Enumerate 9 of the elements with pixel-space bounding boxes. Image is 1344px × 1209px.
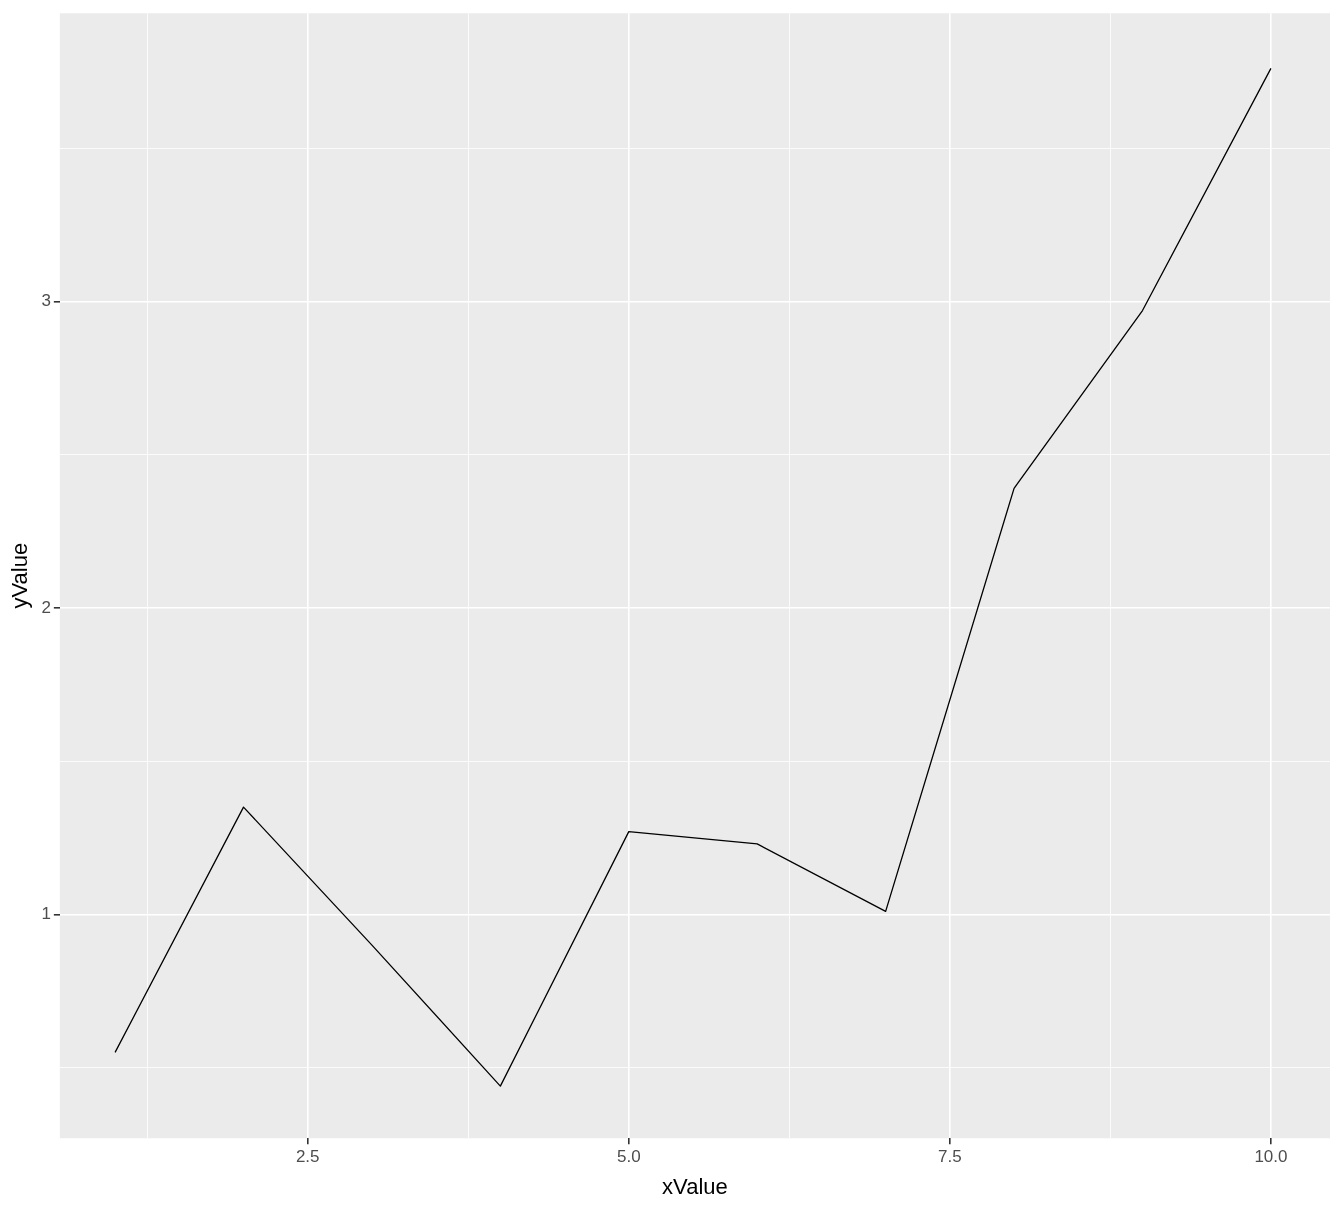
- y-tick-label: 1: [41, 904, 51, 924]
- y-tick-label: 3: [41, 291, 51, 311]
- text: 5.0: [616, 1147, 641, 1167]
- text: 10.0: [1254, 1147, 1288, 1167]
- y-axis-title: yValue: [7, 542, 33, 609]
- y-tick-label: 2: [41, 597, 51, 617]
- x-tick-label: 2.5: [295, 1147, 320, 1167]
- x-tick-label: 7.5: [938, 1147, 962, 1167]
- x-axis-title: xValue: [662, 1173, 728, 1199]
